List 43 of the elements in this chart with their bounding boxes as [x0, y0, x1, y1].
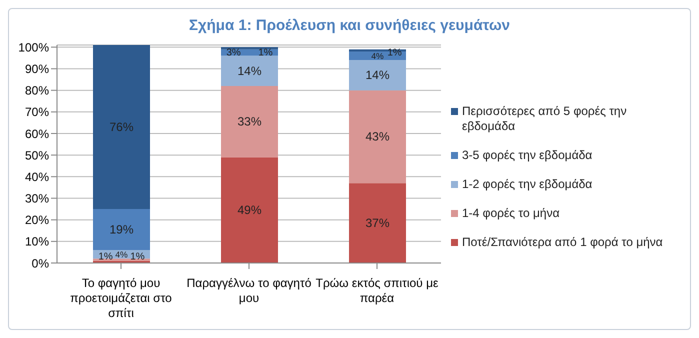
data-label: 49%	[237, 203, 262, 218]
data-label: 19%	[109, 222, 134, 237]
data-label: 1%	[387, 48, 402, 59]
y-tick-label: 60%	[24, 126, 50, 141]
data-label: 1%	[258, 48, 273, 59]
y-tick-label: 100%	[18, 40, 50, 54]
bar	[221, 86, 278, 158]
x-tick-label: Παραγγέλνω το φαγητό μου	[186, 276, 312, 305]
y-tick-label: 30%	[24, 192, 50, 206]
bar	[93, 45, 150, 210]
data-label: 33%	[237, 114, 262, 129]
legend-label: Ποτέ/Σπανιότερα από 1 φορά το μήνα	[462, 235, 663, 250]
data-label: 1%	[98, 252, 113, 262]
legend-label: Περισσότερες από 5 φορές την εβδομάδα	[462, 104, 628, 134]
data-label: 3%	[226, 48, 241, 59]
data-label: 4%	[115, 249, 128, 260]
data-label: 37%	[365, 216, 390, 230]
y-tick-label: 10%	[24, 234, 50, 249]
data-label: 4%	[371, 50, 384, 61]
y-tick-label: 90%	[24, 62, 50, 76]
legend-label: 3-5 φορές την εβδομάδα	[462, 148, 592, 163]
bar	[349, 90, 406, 184]
chart-title: Σχήμα 1: Προέλευση και συνήθειες γευμάτων	[188, 16, 511, 36]
data-label: 43%	[365, 130, 390, 144]
legend-label: 1-4 φορές το μήνα	[462, 206, 560, 221]
y-tick-label: 50%	[24, 148, 50, 162]
bar	[349, 183, 406, 263]
x-tick-label: Τρώω εκτός σπιτιού με παρέα	[316, 276, 439, 305]
y-tick-label: 80%	[24, 84, 50, 98]
y-tick-label: 70%	[24, 105, 50, 120]
y-tick-label: 40%	[24, 170, 50, 184]
y-tick-label: 0%	[32, 256, 50, 270]
x-tick-label: Το φαγητό μου προετοιμάζεται στο σπίτι	[70, 276, 172, 320]
y-tick-label: 20%	[24, 213, 50, 228]
legend-label: 1-2 φορές την εβδομάδα	[462, 177, 592, 192]
bar	[93, 209, 150, 250]
bar	[349, 60, 406, 90]
bar	[221, 157, 278, 263]
data-label: 76%	[109, 120, 134, 134]
data-label: 1%	[130, 252, 145, 262]
bar	[221, 56, 278, 86]
data-label: 14%	[365, 68, 390, 82]
data-label: 14%	[237, 64, 262, 78]
